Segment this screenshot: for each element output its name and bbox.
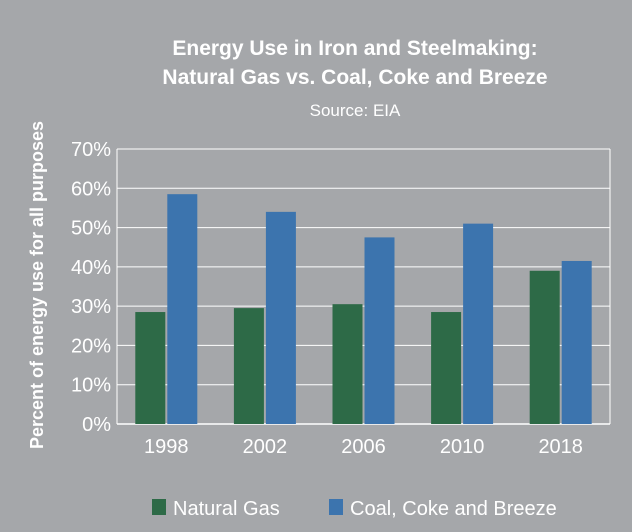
x-tick-label: 2010 [440, 436, 485, 458]
gridlines [116, 148, 611, 425]
legend-label: Coal, Coke and Breeze [350, 498, 557, 520]
y-tick-label: 70% [71, 139, 111, 161]
x-tick-label: 2018 [538, 436, 583, 458]
x-tick-label: 1998 [144, 436, 189, 458]
bar-coal-coke-breeze-2006 [364, 237, 395, 424]
bar-natural-gas-2010 [431, 312, 462, 424]
x-tick-labels: 1998 2002 2006 2010 2018 [144, 436, 583, 458]
bar-natural-gas-1998 [135, 312, 166, 424]
legend-label: Natural Gas [173, 498, 280, 520]
legend: Natural Gas Coal, Coke and Breeze [152, 498, 557, 520]
bar-coal-coke-breeze-2018 [561, 260, 592, 424]
x-tick-label: 2006 [341, 436, 386, 458]
y-tick-label: 10% [71, 375, 111, 397]
y-tick-label: 20% [71, 335, 111, 357]
y-tick-label: 40% [71, 257, 111, 279]
legend-item-coal-coke-breeze: Coal, Coke and Breeze [329, 498, 557, 520]
y-tick-label: 60% [71, 178, 111, 200]
chart-subtitle: Source: EIA [310, 101, 401, 120]
legend-swatch [329, 499, 343, 515]
y-tick-label: 50% [71, 218, 111, 240]
bar-coal-coke-breeze-2010 [463, 223, 494, 424]
bar-natural-gas-2018 [529, 270, 560, 424]
bar-coal-coke-breeze-2002 [265, 211, 296, 424]
bar-natural-gas-2006 [332, 304, 363, 424]
y-tick-label: 30% [71, 296, 111, 318]
legend-swatch [152, 499, 166, 515]
legend-item-natural-gas: Natural Gas [152, 498, 280, 520]
bar-natural-gas-2002 [233, 308, 264, 424]
x-tick-label: 2002 [243, 436, 288, 458]
y-tick-label: 0% [82, 414, 111, 436]
y-axis-label: Percent of energy use for all purposes [27, 121, 47, 449]
bar-coal-coke-breeze-1998 [167, 194, 198, 424]
chart-title: Energy Use in Iron and Steelmaking: [172, 37, 537, 60]
chart-title-line2: Natural Gas vs. Coal, Coke and Breeze [162, 66, 547, 89]
y-tick-labels: 0% 10% 20% 30% 40% 50% 60% 70% [71, 139, 111, 436]
bars [135, 194, 592, 424]
